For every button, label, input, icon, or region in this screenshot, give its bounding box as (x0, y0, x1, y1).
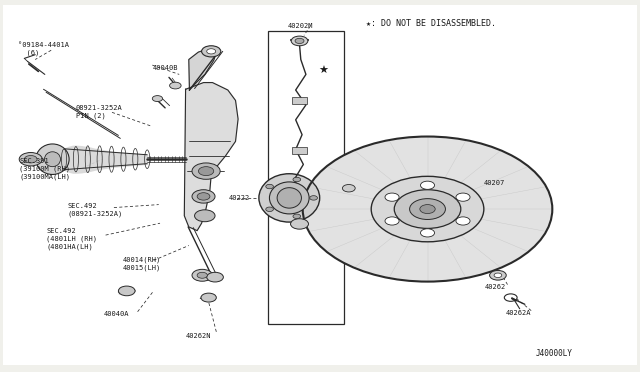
Ellipse shape (277, 187, 301, 208)
Text: 40222: 40222 (229, 195, 250, 201)
Circle shape (303, 137, 552, 282)
Circle shape (490, 270, 506, 280)
Circle shape (420, 205, 435, 214)
Circle shape (293, 177, 301, 182)
Circle shape (192, 269, 212, 281)
Circle shape (310, 196, 317, 200)
Circle shape (291, 219, 308, 229)
Circle shape (291, 36, 308, 46)
Text: 40014(RH)
40015(LH): 40014(RH) 40015(LH) (123, 256, 161, 270)
Ellipse shape (269, 182, 309, 214)
Circle shape (420, 229, 435, 237)
Circle shape (456, 193, 470, 201)
Circle shape (197, 272, 207, 278)
Circle shape (192, 163, 220, 179)
Circle shape (170, 82, 181, 89)
Text: SEC.492
(08921-3252A): SEC.492 (08921-3252A) (67, 203, 122, 217)
Text: ★: DO NOT BE DISASSEMBLED.: ★: DO NOT BE DISASSEMBLED. (366, 19, 496, 28)
Ellipse shape (259, 174, 320, 222)
Circle shape (207, 272, 223, 282)
Polygon shape (189, 48, 216, 90)
Text: 40202M: 40202M (288, 23, 314, 29)
Text: 08921-3252A
PIN (2): 08921-3252A PIN (2) (76, 105, 122, 119)
Ellipse shape (36, 144, 69, 174)
Circle shape (394, 190, 461, 228)
Circle shape (195, 210, 215, 222)
Text: 40262N: 40262N (186, 333, 211, 339)
Text: J40000LY: J40000LY (536, 349, 573, 358)
Circle shape (19, 153, 42, 166)
Text: 40262: 40262 (485, 284, 506, 290)
Circle shape (410, 199, 445, 219)
Circle shape (295, 38, 304, 44)
Circle shape (371, 176, 484, 242)
Text: 40040B: 40040B (152, 65, 178, 71)
Text: SEC.492
(4801LH (RH)
(4801HA(LH): SEC.492 (4801LH (RH) (4801HA(LH) (46, 228, 97, 250)
Circle shape (24, 155, 37, 163)
Polygon shape (184, 83, 238, 231)
Circle shape (192, 190, 215, 203)
Text: ★: ★ (318, 66, 328, 76)
Circle shape (197, 193, 210, 200)
Text: 40262A: 40262A (506, 310, 531, 316)
Circle shape (385, 217, 399, 225)
Bar (268, 31, 344, 324)
Circle shape (118, 286, 135, 296)
Circle shape (266, 207, 273, 212)
Circle shape (385, 193, 399, 201)
Circle shape (293, 214, 301, 218)
Circle shape (494, 273, 502, 278)
Text: SEC.391
(39100M (RH)
(39100MA(LH): SEC.391 (39100M (RH) (39100MA(LH) (19, 158, 70, 180)
Circle shape (202, 46, 221, 57)
Circle shape (198, 167, 214, 176)
Circle shape (152, 96, 163, 102)
Text: 40040A: 40040A (104, 311, 129, 317)
Text: 40207: 40207 (484, 180, 505, 186)
Circle shape (207, 49, 216, 54)
Circle shape (342, 185, 355, 192)
Circle shape (420, 181, 435, 189)
Ellipse shape (45, 152, 61, 167)
Circle shape (201, 293, 216, 302)
Text: °09184-4401A
  (6): °09184-4401A (6) (18, 42, 69, 56)
Bar (292, 97, 307, 104)
Circle shape (456, 217, 470, 225)
Circle shape (266, 184, 273, 189)
Bar (292, 147, 307, 154)
